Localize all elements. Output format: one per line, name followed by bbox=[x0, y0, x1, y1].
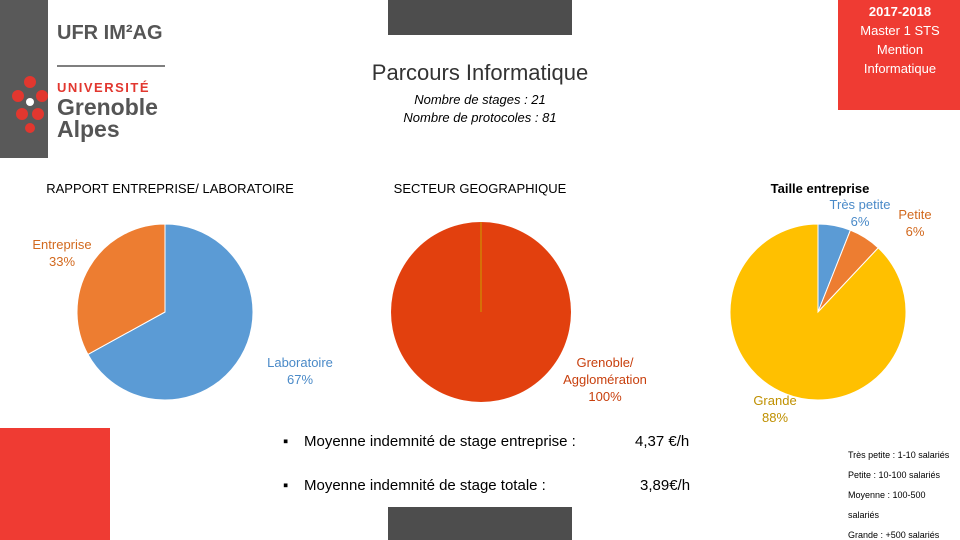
bullet: ▪ bbox=[283, 477, 289, 494]
pie-slice bbox=[76, 223, 166, 356]
slice-value: 67% bbox=[286, 372, 314, 387]
top-band bbox=[388, 0, 572, 35]
stat-label: Moyenne indemnité de stage entreprise : bbox=[304, 433, 576, 450]
subtitle: Nombre de protocoles : 81 bbox=[403, 110, 557, 125]
badge-line: Informatique bbox=[863, 61, 937, 76]
badge: 2017-2018 Master 1 STS Mention Informati… bbox=[840, 2, 960, 78]
corner-box bbox=[0, 428, 110, 540]
chart-title: Taille entreprise bbox=[770, 181, 870, 196]
subtitle: Nombre de stages : 21 bbox=[414, 92, 546, 107]
slice-label: Très petite bbox=[829, 197, 891, 212]
note: Grande : +500 salariés bbox=[848, 530, 940, 540]
badge-box bbox=[838, 0, 960, 110]
slice-label: Laboratoire bbox=[267, 355, 333, 370]
bullet: ▪ bbox=[283, 433, 289, 450]
note: Moyenne : 100-500 salariés bbox=[848, 490, 926, 520]
logo-ufr: UFR IM²AG bbox=[57, 22, 163, 44]
chart-title: RAPPORT ENTREPRISE/ LABORATOIRE bbox=[46, 181, 294, 196]
pies bbox=[76, 222, 907, 402]
slice-label: Entreprise bbox=[32, 237, 92, 252]
slice-label: Petite bbox=[898, 207, 932, 222]
slice-value: 100% bbox=[588, 389, 622, 404]
side-band bbox=[0, 0, 48, 158]
note: Petite : 10-100 salariés bbox=[848, 470, 941, 480]
logo-city: Grenoble bbox=[57, 94, 158, 120]
title: Parcours Informatique bbox=[371, 60, 589, 85]
badge-line: Master 1 STS bbox=[860, 23, 940, 38]
badge-line: Mention bbox=[876, 42, 924, 57]
bottom-band bbox=[388, 507, 572, 540]
stat-value: 3,89€/h bbox=[640, 477, 691, 494]
badge-year: 2017-2018 bbox=[868, 4, 932, 19]
notes: Très petite : 1-10 salariés Petite : 10-… bbox=[848, 445, 960, 540]
slice-value: 88% bbox=[761, 410, 789, 425]
logo-universite: UNIVERSITÉ bbox=[57, 80, 151, 95]
logo-city: Alpes bbox=[57, 116, 120, 142]
slice-label: Grenoble/ Agglomération bbox=[563, 355, 647, 387]
note: Très petite : 1-10 salariés bbox=[848, 450, 950, 460]
slice-value: 33% bbox=[48, 254, 76, 269]
slice-value: 6% bbox=[905, 224, 925, 239]
chart-title: SECTEUR GEOGRAPHIQUE bbox=[393, 181, 567, 196]
pie-slice bbox=[87, 223, 254, 401]
stat-label: Moyenne indemnité de stage totale : bbox=[304, 477, 546, 494]
stat-value: 4,37 €/h bbox=[635, 433, 690, 450]
slice-value: 6% bbox=[850, 214, 870, 229]
pie-slice bbox=[729, 223, 907, 401]
logo-flower bbox=[12, 76, 48, 133]
slice-label: Grande bbox=[753, 393, 797, 408]
